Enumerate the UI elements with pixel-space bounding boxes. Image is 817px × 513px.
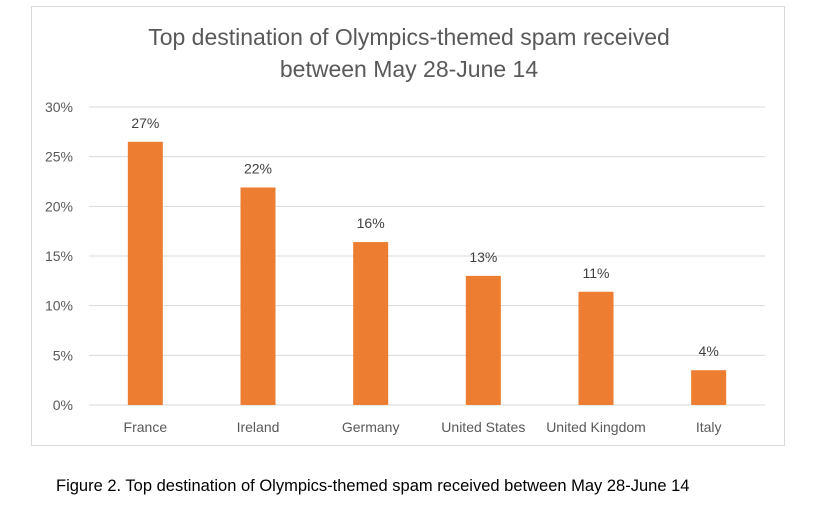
gridlines — [89, 106, 765, 406]
y-axis-tick-labels: 0% 5% 10% 15% 20% 25% 30% — [45, 99, 73, 413]
y-tick-label: 0% — [53, 397, 73, 413]
data-label: 4% — [699, 343, 719, 359]
data-label: 27% — [131, 115, 159, 131]
data-label: 16% — [357, 215, 385, 231]
x-category-label: Germany — [342, 419, 400, 435]
chart-title-line-1: Top destination of Olympics-themed spam … — [148, 24, 670, 50]
x-category-label: France — [124, 419, 168, 435]
bar-germany — [353, 242, 389, 405]
data-label: 22% — [244, 160, 272, 176]
bar-united-kingdom — [578, 291, 614, 405]
y-tick-label: 10% — [45, 298, 73, 314]
data-label: 13% — [469, 249, 497, 265]
bars — [127, 141, 727, 405]
y-tick-label: 30% — [45, 99, 73, 115]
bar-italy — [691, 370, 727, 405]
x-category-label: United Kingdom — [546, 419, 646, 435]
x-category-label: Italy — [696, 419, 722, 435]
y-tick-label: 25% — [45, 149, 73, 165]
data-labels: 27% 22% 16% 13% 11% 4% — [131, 115, 718, 359]
chart-title-line-2: between May 28-June 14 — [279, 56, 539, 82]
bar-chart-plot: 0% 5% 10% 15% 20% 25% 30% 27% 22% 16% 13% 11% 4% Fr… — [45, 99, 765, 435]
x-axis-category-labels: France Ireland Germany United States United … — [124, 419, 722, 435]
chart-frame: Top destination of Olympics-themed spam … — [31, 6, 785, 446]
x-category-label: Ireland — [237, 419, 280, 435]
y-tick-label: 20% — [45, 198, 73, 214]
y-tick-label: 15% — [45, 248, 73, 264]
y-tick-label: 5% — [53, 347, 73, 363]
bar-ireland — [240, 187, 276, 405]
chart-title: Top destination of Olympics-themed spam … — [32, 21, 786, 85]
data-label: 11% — [583, 265, 610, 281]
x-category-label: United States — [441, 419, 525, 435]
figure-caption: Figure 2. Top destination of Olympics-th… — [56, 477, 690, 495]
bar-france — [127, 141, 163, 405]
bar-united-states — [465, 275, 501, 405]
